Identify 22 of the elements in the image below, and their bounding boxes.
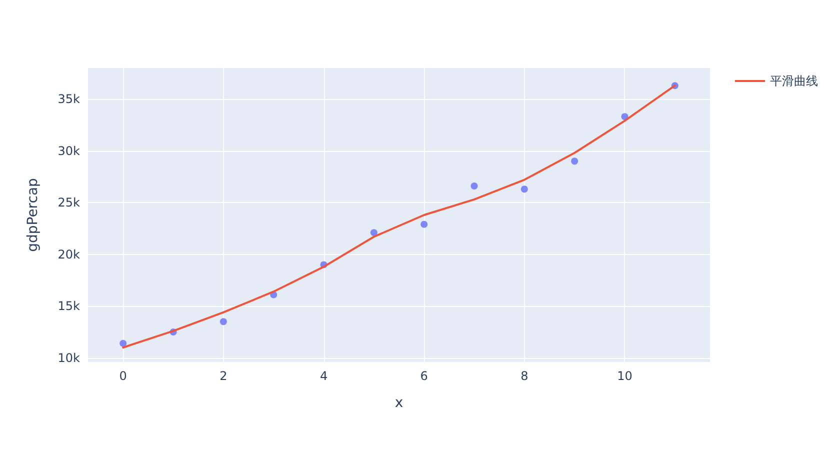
x-tick-label: 8 [520, 369, 528, 383]
x-axis-title: x [394, 395, 404, 411]
x-tick-label: 0 [119, 369, 127, 383]
x-tick-label: 6 [420, 369, 428, 383]
point [470, 182, 478, 190]
y-tick-label: 30k [58, 144, 80, 158]
y-axis-title: gdpPercap [25, 178, 41, 252]
legend-label: 平滑曲线 [770, 74, 818, 88]
y-tick-label: 15k [58, 299, 80, 314]
x-tick-label: 2 [220, 369, 228, 383]
y-tick-label: 10k [58, 350, 80, 365]
point [571, 158, 578, 165]
point [520, 186, 528, 193]
point [120, 340, 127, 347]
point [370, 229, 378, 236]
y-tick-label: 35k [58, 92, 80, 106]
x-tick-label: 4 [320, 369, 328, 383]
y-tick-label: 20k [58, 247, 80, 262]
point [220, 318, 227, 326]
x-tick-label: 10 [617, 369, 632, 383]
point [420, 220, 428, 228]
y-tick-label: 25k [58, 196, 80, 210]
